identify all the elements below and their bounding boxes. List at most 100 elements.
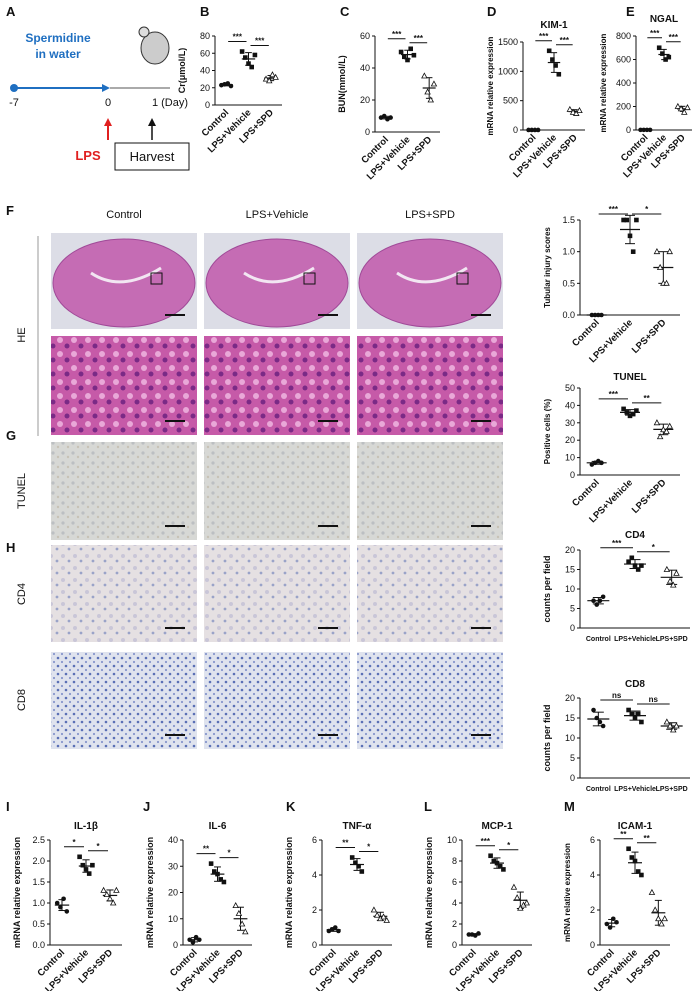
day: 1 (Day) — [152, 97, 188, 109]
data-point — [546, 48, 552, 54]
data-point — [221, 879, 227, 885]
y-tick-label: 0 — [365, 127, 370, 137]
y-tick-label: 60 — [200, 48, 210, 58]
y-tick-label: 500 — [503, 96, 518, 106]
data-point — [632, 715, 638, 721]
data-point — [597, 598, 603, 603]
data-point — [208, 861, 214, 866]
data-point — [629, 855, 635, 860]
data-point — [424, 88, 431, 95]
chart-title: MCP-1 — [481, 821, 513, 832]
significance-label: *** — [650, 29, 660, 38]
y-tick-label: 10 — [565, 584, 575, 594]
y-axis-label: mRNA relative expression — [145, 837, 155, 948]
data-point — [242, 928, 249, 935]
data-point — [373, 911, 381, 918]
significance-label: *** — [392, 30, 402, 39]
data-point — [532, 127, 538, 133]
micrograph — [357, 652, 503, 749]
column-header: LPS+Vehicle — [246, 209, 309, 221]
micrograph — [357, 442, 503, 540]
data-point — [388, 115, 393, 120]
y-tick-label: 15 — [565, 713, 575, 723]
data-point — [673, 722, 680, 729]
data-point — [599, 460, 604, 466]
y-tick-label: 30 — [168, 861, 178, 871]
x-tick-label: Control — [570, 477, 602, 509]
data-point — [523, 899, 531, 906]
data-point — [488, 853, 493, 859]
data-point — [666, 54, 672, 60]
data-point — [569, 108, 577, 115]
data-point — [638, 127, 643, 133]
data-point — [556, 71, 562, 77]
data-point — [100, 886, 107, 893]
y-tick-label: 30 — [565, 418, 575, 428]
data-point — [666, 422, 674, 429]
data-point — [626, 707, 631, 713]
y-tick-label: 1000 — [498, 66, 518, 76]
data-point — [193, 934, 199, 940]
data-point — [630, 411, 636, 417]
data-point — [572, 109, 580, 116]
y-tick-label: 5 — [570, 753, 575, 763]
micrograph — [204, 545, 350, 642]
data-point — [349, 855, 355, 860]
x-tick-label: Control — [586, 786, 611, 793]
data-point — [660, 51, 665, 56]
y-tick-label: 2.5 — [32, 835, 45, 845]
data-point — [359, 869, 365, 874]
day: 0 — [105, 97, 111, 109]
panel-letter: C — [340, 4, 350, 19]
y-tick-label: 4 — [312, 870, 317, 880]
data-point — [225, 81, 231, 86]
data-point — [187, 937, 192, 943]
data-point — [621, 217, 626, 223]
data-point — [591, 598, 596, 603]
data-point — [673, 569, 680, 576]
data-point — [656, 45, 662, 51]
inset-box — [303, 272, 316, 285]
y-tick-label: 50 — [565, 383, 575, 393]
chart-title: TUNEL — [613, 372, 646, 383]
data-point — [635, 869, 641, 874]
data-point — [591, 707, 596, 713]
panel-letter: G — [6, 428, 16, 443]
significance-label: *** — [609, 205, 619, 214]
panel-letter: M — [564, 799, 575, 814]
data-point — [272, 73, 279, 80]
panel-letter: A — [6, 4, 16, 19]
data-point — [656, 433, 664, 440]
y-tick-label: 1.5 — [32, 877, 45, 887]
arrow — [104, 118, 112, 126]
data-point — [627, 413, 633, 419]
treatment: in water — [35, 47, 81, 61]
y-axis-label: counts per field — [542, 704, 552, 771]
data-point — [430, 80, 438, 87]
data-point — [232, 901, 239, 909]
y-tick-label: 0 — [570, 773, 575, 783]
data-point — [54, 900, 60, 906]
y-axis-label: Tubular injury scores — [543, 227, 552, 308]
y-tick-label: 20 — [360, 95, 370, 105]
y-tick-label: 1.5 — [562, 215, 575, 225]
data-point — [644, 127, 650, 133]
y-tick-label: 4 — [452, 898, 457, 908]
y-tick-label: 1.0 — [562, 247, 575, 257]
y-axis-label: mRNA relative expression — [284, 837, 294, 948]
data-point — [113, 886, 120, 893]
data-point — [663, 279, 670, 286]
column-header: Control — [106, 209, 141, 221]
y-tick-label: 8 — [452, 856, 457, 866]
data-point — [641, 127, 647, 133]
y-tick-label: 10 — [447, 835, 457, 845]
y-tick-label: 6 — [312, 835, 317, 845]
data-point — [497, 863, 503, 869]
data-point — [653, 248, 661, 255]
data-point — [252, 52, 258, 58]
significance-label: * — [652, 543, 656, 552]
y-tick-label: 10 — [168, 914, 178, 924]
data-point — [632, 563, 638, 568]
data-point — [239, 49, 245, 54]
data-point — [90, 862, 95, 868]
